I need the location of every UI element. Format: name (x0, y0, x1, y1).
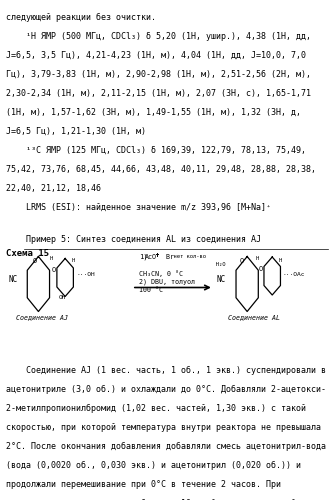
Text: Соединение AJ: Соединение AJ (16, 315, 68, 321)
Text: H₂O: H₂O (167, 262, 225, 267)
Text: CH₃CN, 0 °C: CH₃CN, 0 °C (139, 270, 183, 276)
Text: 2°С. После окончания добавления добавляли смесь ацетонитрил-вода: 2°С. После окончания добавления добавлял… (6, 442, 326, 451)
Text: 75,42, 73,76, 68,45, 44,66, 43,48, 40,11, 29,48, 28,88, 28,38,: 75,42, 73,76, 68,45, 44,66, 43,48, 40,11… (6, 165, 316, 174)
Text: O: O (33, 258, 37, 264)
Text: O: O (240, 258, 244, 264)
Text: NC: NC (216, 276, 226, 284)
Text: ацетонитриле (3,0 об.) и охлаждали до 0°С. Добавляли 2-ацетокси-: ацетонитриле (3,0 об.) и охлаждали до 0°… (6, 385, 326, 394)
Text: H: H (49, 256, 52, 262)
Text: O: O (259, 266, 263, 272)
Text: ···OAc: ···OAc (283, 272, 305, 278)
Text: Соединение AL: Соединение AL (228, 315, 280, 321)
Text: J=6,5 Гц), 1,21-1,30 (1Н, м): J=6,5 Гц), 1,21-1,30 (1Н, м) (6, 127, 146, 136)
Text: NC: NC (8, 276, 18, 284)
Text: H: H (71, 258, 74, 264)
Text: LRMS (ESI): найденное значение m/z 393,96 [M+Na]⁺: LRMS (ESI): найденное значение m/z 393,9… (6, 203, 271, 212)
Text: (1Н, м), 1,57-1,62 (3Н, м), 1,49-1,55 (1Н, м), 1,32 (3Н, д,: (1Н, м), 1,57-1,62 (3Н, м), 1,49-1,55 (1… (6, 108, 301, 117)
Text: 22,40, 21,12, 18,46: 22,40, 21,12, 18,46 (6, 184, 101, 193)
Text: Схема 15: Схема 15 (6, 248, 49, 258)
Text: ···OH: ···OH (76, 272, 95, 278)
Text: (вода (0,0020 об., 0,030 экв.) и ацетонитрил (0,020 об.)) и: (вода (0,0020 об., 0,030 экв.) и ацетони… (6, 461, 301, 470)
Text: H: H (256, 256, 259, 262)
Text: O: O (52, 267, 56, 273)
Text: 2) DBU, толуол: 2) DBU, толуол (139, 278, 195, 285)
Text: 1): 1) (139, 254, 147, 260)
Text: Гц), 3,79-3,83 (1Н, м), 2,90-2,98 (1Н, м), 2,51-2,56 (2Н, м),: Гц), 3,79-3,83 (1Н, м), 2,90-2,98 (1Н, м… (6, 70, 311, 79)
Text: энергичном перемешивании добавляли 10%-ный по массе водный: энергичном перемешивании добавляли 10%-н… (6, 499, 296, 500)
Text: Соединение AJ (1 вес. часть, 1 об., 1 экв.) суспендировали в: Соединение AJ (1 вес. часть, 1 об., 1 эк… (6, 366, 326, 375)
Text: продолжали перемешивание при 0°С в течение 2 часов. При: продолжали перемешивание при 0°С в течен… (6, 480, 281, 489)
Text: H: H (278, 258, 282, 264)
Text: ¹Н ЯМР (500 МГц, CDCl₃) δ 5,20 (1Н, ушир.), 4,38 (1Н, дд,: ¹Н ЯМР (500 МГц, CDCl₃) δ 5,20 (1Н, ушир… (6, 32, 311, 41)
Text: скоростью, при которой температура внутри реактора не превышала: скоростью, при которой температура внутр… (6, 423, 321, 432)
Text: следующей реакции без очистки.: следующей реакции без очистки. (6, 13, 156, 22)
Text: J=6,5, 3,5 Гц), 4,21-4,23 (1Н, м), 4,04 (1Н, дд, J=10,0, 7,0: J=6,5, 3,5 Гц), 4,21-4,23 (1Н, м), 4,04 … (6, 51, 306, 60)
Text: Br: Br (158, 254, 174, 260)
Text: 2-метилпропионилбромид (1,02 вес. частей, 1,30 экв.) с такой: 2-метилпропионилбромид (1,02 вес. частей… (6, 404, 306, 413)
Text: AcO: AcO (145, 254, 157, 260)
Text: Пример 5: Синтез соединения AL из соединения AJ: Пример 5: Синтез соединения AL из соедин… (6, 235, 261, 244)
Text: нет кол-во: нет кол-во (167, 254, 206, 259)
Text: 2,30-2,34 (1Н, м), 2,11-2,15 (1Н, м), 2,07 (3Н, с), 1,65-1,71: 2,30-2,34 (1Н, м), 2,11-2,15 (1Н, м), 2,… (6, 89, 311, 98)
Text: OH: OH (58, 295, 66, 300)
Text: 100 °C: 100 °C (139, 286, 163, 292)
Text: ¹³С ЯМР (125 МГц, CDCl₃) δ 169,39, 122,79, 78,13, 75,49,: ¹³С ЯМР (125 МГц, CDCl₃) δ 169,39, 122,7… (6, 146, 306, 155)
